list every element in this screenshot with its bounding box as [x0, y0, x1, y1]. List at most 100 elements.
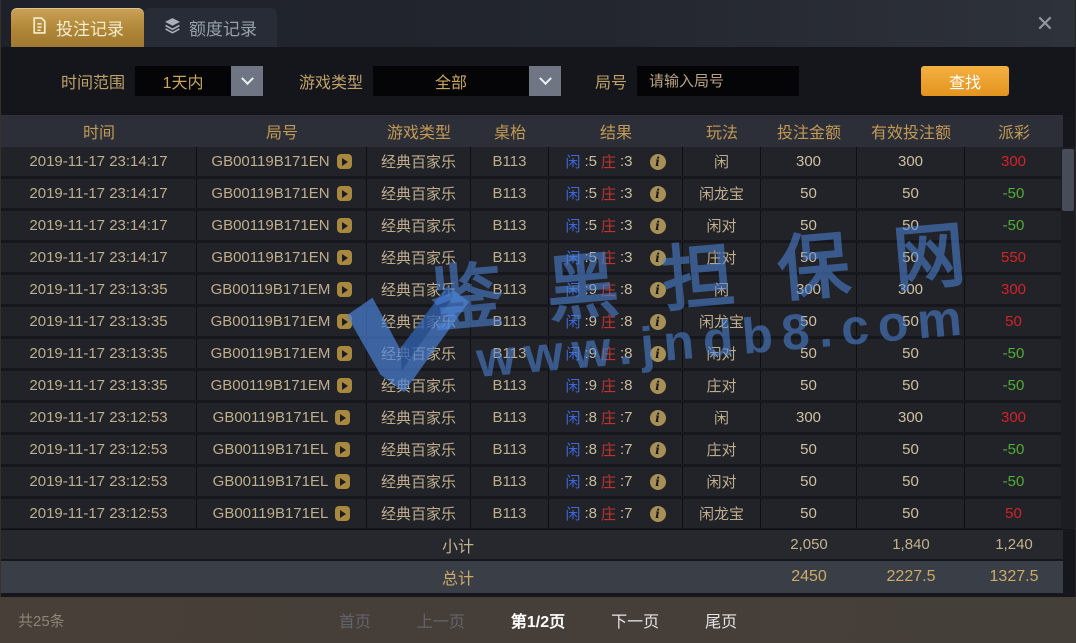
video-play-icon[interactable]: [337, 282, 353, 297]
cell-round-id: GB00119B171EN: [197, 147, 367, 176]
scrollbar-track[interactable]: [1061, 147, 1075, 529]
info-icon[interactable]: i: [649, 345, 666, 362]
info-icon[interactable]: i: [649, 441, 666, 458]
player-label: 闲: [565, 378, 581, 395]
video-play-icon[interactable]: [337, 378, 353, 393]
video-play-icon[interactable]: [335, 474, 351, 489]
banker-label: 庄: [601, 410, 617, 427]
cell-round-id: GB00119B171EN: [197, 179, 367, 208]
cell-result: 闲:9 庄:8 i: [549, 275, 683, 304]
info-icon[interactable]: i: [649, 217, 666, 234]
chevron-down-icon[interactable]: [231, 66, 264, 96]
banker-score: :7: [620, 441, 633, 458]
cell-payout: 300: [965, 275, 1063, 304]
tab-bar: 投注记录 额度记录 ✕: [1, 0, 1075, 47]
info-icon[interactable]: i: [649, 185, 666, 202]
player-label: 闲: [565, 474, 581, 491]
player-label: 闲: [565, 442, 581, 459]
info-icon[interactable]: i: [649, 153, 666, 170]
pagination-item[interactable]: 上一页: [416, 614, 465, 631]
cell-play-type: 闲: [683, 147, 761, 176]
cell-table: B113: [471, 435, 549, 464]
info-icon[interactable]: i: [649, 249, 666, 266]
pagination-item[interactable]: 尾页: [705, 614, 738, 631]
player-label: 闲: [565, 186, 581, 203]
cell-play-type: 闲对: [683, 211, 761, 240]
pagination-item[interactable]: 第1/2页: [510, 614, 566, 631]
player-label: 闲: [565, 282, 581, 299]
chevron-down-icon[interactable]: [529, 66, 562, 96]
cell-game-type: 经典百家乐: [367, 371, 471, 400]
table-row: 2019-11-17 23:14:17 GB00119B171EN 经典百家乐 …: [1, 211, 1063, 243]
round-id-text: GB00119B171EL: [212, 505, 329, 522]
info-icon[interactable]: i: [649, 473, 666, 490]
cell-result: 闲:9 庄:8 i: [549, 307, 683, 336]
banker-label: 庄: [601, 314, 617, 331]
table-body: 2019-11-17 23:14:17 GB00119B171EN 经典百家乐 …: [1, 147, 1075, 529]
info-icon[interactable]: i: [649, 409, 666, 426]
cell-valid-bet: 50: [857, 467, 965, 496]
round-number-input[interactable]: [637, 66, 800, 96]
subtotal-label: 小计: [441, 538, 474, 556]
game-type-select[interactable]: 全部: [373, 66, 562, 96]
video-play-icon[interactable]: [337, 346, 353, 361]
cell-game-type: 经典百家乐: [367, 339, 471, 368]
video-play-icon[interactable]: [336, 250, 352, 265]
round-id-text: GB00119B171EN: [211, 153, 330, 170]
video-play-icon[interactable]: [335, 442, 351, 457]
info-icon[interactable]: i: [649, 377, 666, 394]
search-button[interactable]: 查找: [921, 66, 1009, 96]
round-id-text: GB00119B171EN: [211, 185, 330, 202]
pagination-item[interactable]: 首页: [338, 614, 371, 631]
cell-game-type: 经典百家乐: [367, 243, 471, 272]
cell-valid-bet: 300: [857, 147, 965, 176]
cell-round-id: GB00119B171EM: [197, 371, 367, 400]
cell-payout: -50: [965, 467, 1063, 496]
video-play-icon[interactable]: [335, 410, 351, 425]
cell-game-type: 经典百家乐: [367, 147, 471, 176]
player-score: :5: [584, 185, 597, 202]
cell-round-id: GB00119B171EM: [197, 307, 367, 336]
cell-table: B113: [471, 307, 549, 336]
video-play-icon[interactable]: [335, 506, 351, 521]
cell-valid-bet: 50: [857, 179, 965, 208]
info-icon[interactable]: i: [649, 505, 666, 522]
cell-result: 闲:8 庄:7 i: [549, 467, 683, 496]
time-range-select[interactable]: 1天内: [135, 66, 264, 96]
game-type-value: 全部: [435, 75, 468, 92]
pagination-bar: 共25条 首页 上一页 第1/2页 下一页 尾页: [0, 597, 1076, 643]
video-play-icon[interactable]: [337, 314, 353, 329]
cell-time: 2019-11-17 23:13:35: [1, 275, 197, 304]
cell-time: 2019-11-17 23:14:17: [1, 179, 197, 208]
tab-bet-records[interactable]: 投注记录: [11, 8, 144, 47]
cell-valid-bet: 50: [857, 371, 965, 400]
cell-round-id: GB00119B171EM: [197, 275, 367, 304]
cell-round-id: GB00119B171EL: [197, 499, 367, 528]
cell-table: B113: [471, 147, 549, 176]
cell-game-type: 经典百家乐: [367, 467, 471, 496]
banker-label: 庄: [601, 346, 617, 363]
cell-table: B113: [471, 371, 549, 400]
cell-table: B113: [471, 275, 549, 304]
video-play-icon[interactable]: [336, 186, 352, 201]
cell-game-type: 经典百家乐: [367, 179, 471, 208]
video-play-icon[interactable]: [336, 218, 352, 233]
scrollbar-thumb[interactable]: [1062, 149, 1074, 211]
tab-quota-records[interactable]: 额度记录: [144, 8, 277, 47]
table-row: 2019-11-17 23:12:53 GB00119B171EL 经典百家乐 …: [1, 403, 1063, 435]
cell-table: B113: [471, 243, 549, 272]
info-icon[interactable]: i: [649, 313, 666, 330]
close-icon[interactable]: ✕: [1035, 11, 1055, 36]
round-id-text: GB00119B171EL: [212, 473, 329, 490]
cell-table: B113: [471, 179, 549, 208]
pagination-item[interactable]: 下一页: [611, 614, 660, 631]
cell-bet-amount: 50: [761, 467, 857, 496]
total-label: 总计: [441, 571, 474, 588]
table-row: 2019-11-17 23:13:35 GB00119B171EM 经典百家乐 …: [1, 307, 1063, 339]
cell-play-type: 庄对: [683, 371, 761, 400]
banker-label: 庄: [601, 506, 617, 523]
cell-bet-amount: 50: [761, 339, 857, 368]
info-icon[interactable]: i: [649, 281, 666, 298]
table-row: 2019-11-17 23:14:17 GB00119B171EN 经典百家乐 …: [1, 179, 1063, 211]
video-play-icon[interactable]: [336, 154, 352, 169]
